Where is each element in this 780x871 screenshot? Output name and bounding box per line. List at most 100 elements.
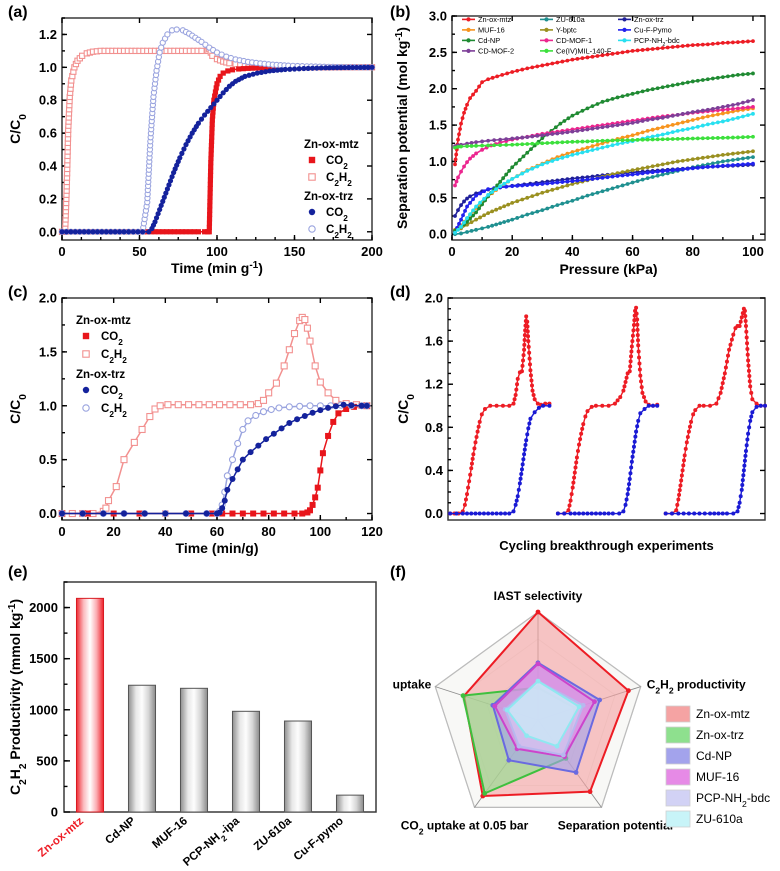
panel-e: (e) 0 500 1000 1500 2000 Zn-ox-mtz Cd-NP MUF-16… <box>0 560 390 871</box>
svg-text:1.0: 1.0 <box>429 154 447 169</box>
svg-text:500: 500 <box>36 753 58 768</box>
svg-text:Cd-NP: Cd-NP <box>103 815 138 847</box>
svg-text:IAST selectivity: IAST selectivity <box>494 589 583 603</box>
bar-3 <box>231 710 261 813</box>
panel-f-legend: Zn-ox-mtz Zn-ox-trz Cd-NP MUF-16 PCP-NH2-bdc… <box>665 705 770 828</box>
svg-text:3.0: 3.0 <box>429 9 447 24</box>
svg-text:Time (min/g): Time (min/g) <box>176 540 259 556</box>
svg-text:Cu-F-Pymo: Cu-F-Pymo <box>634 26 672 35</box>
svg-text:0.0: 0.0 <box>39 224 57 239</box>
svg-text:0.0: 0.0 <box>39 506 57 521</box>
svg-text:C2H2 productivity: C2H2 productivity <box>647 678 746 696</box>
panel-a: (a) 0 50 100 150 200 0.0 0.2 0.4 0.6 0.8 1.0 1.2 Tim… <box>0 0 390 280</box>
panel-b-label: (b) <box>390 4 411 21</box>
panel-e-label: (e) <box>8 564 28 581</box>
svg-text:0.0: 0.0 <box>429 227 447 242</box>
panel-a-chart: 0 50 100 150 200 0.0 0.2 0.4 0.6 0.8 1.0 1.2 Time (m… <box>7 17 383 277</box>
svg-text:C2H2: C2H2 <box>326 224 352 240</box>
svg-text:0.5: 0.5 <box>39 452 57 467</box>
svg-text:C2H2: C2H2 <box>101 403 127 419</box>
svg-text:Pressure (kPa): Pressure (kPa) <box>559 261 657 277</box>
panel-d-label: (d) <box>390 284 411 301</box>
bar-4 <box>283 720 313 813</box>
svg-text:MUF-16: MUF-16 <box>150 815 190 851</box>
svg-text:2.0: 2.0 <box>39 291 57 306</box>
svg-text:Zn-ox-mtz: Zn-ox-mtz <box>36 815 86 860</box>
svg-text:0.6: 0.6 <box>39 126 57 141</box>
svg-text:0.0: 0.0 <box>425 506 443 521</box>
svg-text:1.0: 1.0 <box>39 60 57 75</box>
svg-text:1.2: 1.2 <box>425 377 443 392</box>
svg-text:CO2: CO2 <box>326 155 348 171</box>
panel-d-chart: 0.0 0.4 0.8 1.2 1.6 2.0 Cycling breakthrough e… <box>395 291 767 553</box>
svg-text:C/C0: C/C0 <box>7 114 29 144</box>
svg-text:80: 80 <box>261 524 275 539</box>
svg-text:1500: 1500 <box>29 651 58 666</box>
svg-text:Zn-ox-mtz: Zn-ox-mtz <box>304 139 359 151</box>
bar-5 <box>335 794 365 813</box>
svg-text:Cd-NP: Cd-NP <box>478 36 500 45</box>
svg-text:1.2: 1.2 <box>39 27 57 42</box>
svg-text:1.6: 1.6 <box>425 334 443 349</box>
svg-text:Ce(IV)MIL-140-F: Ce(IV)MIL-140-F <box>556 47 612 56</box>
svg-text:ZU-610a: ZU-610a <box>696 812 743 826</box>
svg-text:Separation potential (mol kg-1: Separation potential (mol kg-1) <box>394 27 411 229</box>
svg-text:20: 20 <box>505 244 519 259</box>
svg-text:40: 40 <box>565 244 579 259</box>
svg-text:CO2 uptake at 0.05 bar: CO2 uptake at 0.05 bar <box>401 818 529 836</box>
svg-text:Cu-F-pymo: Cu-F-pymo <box>292 815 346 863</box>
svg-text:2.5: 2.5 <box>429 45 447 60</box>
panel-b-chart: 0 20 40 60 80 100 0.0 0.5 1.0 1.5 2.0 2.5 3.0 Pressur… <box>394 9 766 277</box>
svg-text:40: 40 <box>158 524 172 539</box>
svg-text:1.5: 1.5 <box>39 344 57 359</box>
svg-text:C/C0: C/C0 <box>7 394 29 424</box>
svg-text:100: 100 <box>742 244 764 259</box>
bar-2 <box>179 687 209 813</box>
panel-a-label: (a) <box>8 4 28 21</box>
svg-text:100: 100 <box>206 244 228 259</box>
svg-text:ZU-610a: ZU-610a <box>252 815 294 853</box>
svg-text:PCP-NH2-bdc: PCP-NH2-bdc <box>696 791 770 809</box>
panel-f: (f) IAST selectivity C2H2 productivity Sep… <box>390 560 780 871</box>
panel-c: (c) 0 20 40 60 80 100 120 0.0 0.5 1.0 1.5 2.0 Time (… <box>0 280 390 560</box>
bar-1 <box>127 684 157 813</box>
svg-text:1.5: 1.5 <box>429 118 447 133</box>
panel-c-legend: Zn-ox-mtz CO2 C2H2 Zn-ox-trz CO2 C2H2 <box>76 315 131 419</box>
panel-e-chart: 0 500 1000 1500 2000 Zn-ox-mtz Cd-NP MUF-16PCP-… <box>7 581 377 871</box>
svg-text:0.5: 0.5 <box>429 190 447 205</box>
panel-c-label: (c) <box>8 284 28 301</box>
panel-f-label: (f) <box>390 564 406 581</box>
svg-text:200: 200 <box>361 244 383 259</box>
svg-text:Zn-ox-trz: Zn-ox-trz <box>76 369 125 381</box>
svg-text:2.0: 2.0 <box>429 81 447 96</box>
radar-series <box>505 679 581 748</box>
svg-text:1.0: 1.0 <box>39 398 57 413</box>
svg-text:CO2: CO2 <box>101 385 123 401</box>
svg-text:Time (min g-1): Time (min g-1) <box>171 260 263 277</box>
svg-text:0.8: 0.8 <box>39 93 57 108</box>
svg-text:ZU-610a: ZU-610a <box>556 15 586 24</box>
svg-text:0: 0 <box>58 524 65 539</box>
svg-text:0.2: 0.2 <box>39 191 57 206</box>
svg-text:Zn-ox-trz: Zn-ox-trz <box>304 191 353 203</box>
svg-text:PCP-NH2-ipa: PCP-NH2-ipa <box>181 815 244 871</box>
svg-text:0: 0 <box>448 244 455 259</box>
svg-text:2000: 2000 <box>29 600 58 615</box>
svg-text:100: 100 <box>309 524 331 539</box>
panel-b: (b) 0 20 40 60 80 100 0.0 0.5 1.0 1.5 2.0 2.5 3.0 Pre… <box>390 0 780 280</box>
svg-text:0.4: 0.4 <box>425 463 444 478</box>
svg-text:60: 60 <box>210 524 224 539</box>
svg-text:0: 0 <box>51 805 58 820</box>
svg-text:C/C0: C/C0 <box>395 394 417 424</box>
svg-text:CO2: CO2 <box>101 331 123 347</box>
svg-text:Cd-NP: Cd-NP <box>696 749 732 763</box>
svg-text:CO2 uptake: CO2 uptake <box>390 678 432 696</box>
svg-text:120: 120 <box>361 524 383 539</box>
svg-text:CO2: CO2 <box>326 207 348 223</box>
svg-text:Zn-ox-mtz: Zn-ox-mtz <box>478 15 512 24</box>
svg-text:0.4: 0.4 <box>39 159 58 174</box>
svg-text:Separation potential: Separation potential <box>558 818 673 832</box>
svg-text:1000: 1000 <box>29 702 58 717</box>
svg-text:60: 60 <box>625 244 639 259</box>
